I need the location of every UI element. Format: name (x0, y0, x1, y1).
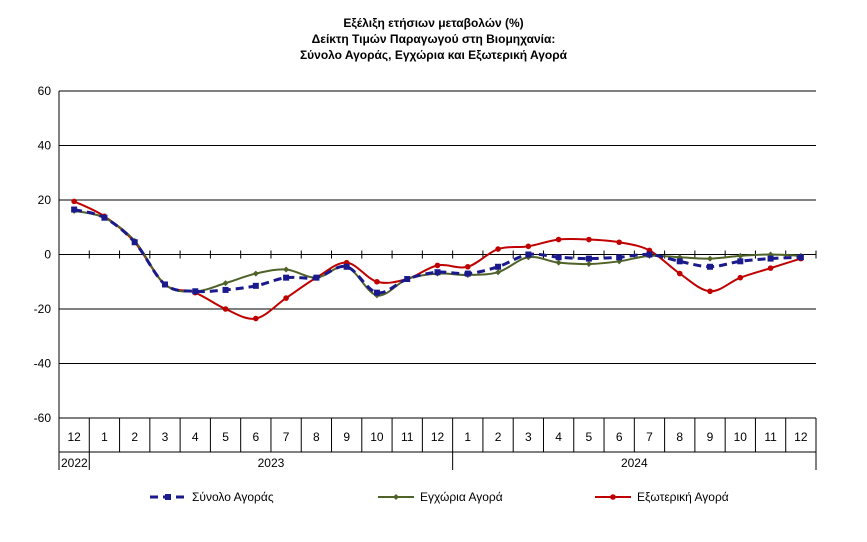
data-point-series-0 (646, 251, 653, 258)
data-point-series-0 (131, 239, 138, 246)
x-tick-label: 8 (313, 430, 320, 444)
data-point-series-1 (283, 266, 290, 273)
x-tick-label: 7 (646, 430, 653, 444)
data-point-series-2 (222, 306, 229, 312)
legend-label-0: Σύνολο Αγοράς (192, 490, 274, 504)
x-tick-label: 4 (555, 430, 562, 444)
y-tick-label: -60 (34, 411, 52, 425)
data-point-series-2 (555, 236, 562, 243)
data-point-series-0 (616, 254, 623, 261)
data-point-series-2 (71, 198, 77, 205)
x-tick-label: 3 (162, 430, 169, 444)
series-line-0 (73, 208, 801, 295)
legend-label-1: Εγχώρια Αγορά (420, 490, 503, 504)
chart-title-line-3: Σύνολο Αγοράς, Εγχώρια και Εξωτερική Αγο… (299, 48, 568, 62)
x-tick-label: 6 (252, 430, 259, 444)
data-point-series-0 (283, 274, 290, 281)
x-tick-label: 5 (222, 430, 229, 444)
data-point-series-0 (676, 258, 683, 265)
legend-marker-2 (610, 494, 616, 500)
x-tick-label: 2 (495, 430, 502, 444)
data-point-series-0 (797, 254, 804, 261)
x-tick-label: 9 (343, 430, 350, 444)
data-point-series-0 (161, 281, 168, 288)
data-point-series-2 (283, 295, 289, 301)
x-tick-label: 9 (707, 430, 714, 444)
data-point-series-1 (252, 270, 259, 277)
data-point-series-0 (71, 206, 78, 213)
data-point-series-1 (737, 252, 744, 259)
year-label-2024: 2024 (621, 456, 648, 470)
y-tick-label: -40 (34, 357, 52, 371)
x-tick-label: 3 (525, 430, 532, 444)
data-point-series-2 (767, 265, 774, 271)
x-tick-label: 11 (401, 430, 414, 444)
x-tick-label: 12 (794, 430, 808, 444)
legend-marker-0 (165, 494, 171, 500)
data-point-series-2 (464, 263, 471, 270)
data-point-series-2 (374, 278, 380, 285)
data-point-series-0 (313, 274, 320, 281)
data-point-series-2 (616, 239, 622, 246)
y-tick-label: 40 (38, 139, 52, 153)
x-tick-label: 4 (192, 430, 199, 444)
data-point-series-0 (525, 251, 532, 258)
x-tick-label: 11 (764, 430, 777, 444)
data-point-series-1 (707, 255, 714, 262)
x-tick-label: 8 (676, 430, 683, 444)
data-point-series-2 (525, 243, 532, 250)
data-point-series-0 (192, 288, 199, 295)
data-point-series-0 (252, 282, 259, 289)
x-tick-label: 12 (67, 430, 81, 444)
data-point-series-1 (585, 261, 592, 268)
data-point-series-0 (373, 289, 380, 296)
x-tick-label: 10 (370, 430, 384, 444)
x-tick-label: 1 (464, 430, 471, 444)
data-point-series-0 (767, 255, 774, 262)
y-tick-label: 60 (38, 84, 52, 98)
x-tick-label: 2 (131, 430, 138, 444)
data-point-series-0 (464, 270, 471, 277)
data-point-series-0 (343, 263, 350, 270)
x-tick-label: 10 (734, 430, 748, 444)
data-point-series-0 (101, 214, 108, 221)
data-point-series-2 (707, 288, 713, 295)
x-tick-label: 6 (616, 430, 623, 444)
data-point-series-2 (676, 270, 683, 277)
y-tick-label: 0 (44, 248, 51, 262)
data-point-series-0 (404, 276, 411, 283)
legend-marker-1 (393, 494, 399, 500)
y-tick-label: -20 (34, 302, 52, 316)
year-label-2022: 2022 (61, 456, 88, 470)
x-tick-label: 7 (283, 430, 290, 444)
data-point-series-0 (222, 286, 229, 293)
chart-title-line-1: Εξέλιξη ετήσιων μεταβολών (%) (343, 16, 524, 30)
data-point-series-0 (585, 255, 592, 262)
data-point-series-2 (253, 315, 259, 322)
data-point-series-2 (434, 262, 441, 269)
data-point-series-1 (495, 269, 502, 276)
x-tick-label: 12 (431, 430, 445, 444)
data-point-series-2 (495, 246, 501, 252)
data-point-series-0 (495, 263, 502, 270)
x-tick-label: 5 (586, 430, 593, 444)
data-point-series-0 (737, 258, 744, 265)
data-point-series-0 (555, 254, 562, 261)
data-point-series-0 (434, 269, 441, 276)
data-point-series-0 (707, 263, 714, 270)
data-point-series-1 (555, 259, 562, 266)
year-label-2023: 2023 (258, 456, 285, 470)
chart-title-line-2: Δείκτη Τιμών Παραγωγού στη Βιομηχανία: (311, 32, 556, 46)
data-point-series-2 (737, 274, 744, 281)
data-point-series-2 (586, 236, 592, 243)
y-tick-label: 20 (38, 193, 52, 207)
data-point-series-1 (222, 280, 229, 287)
x-tick-label: 1 (101, 430, 108, 444)
series-line-2 (73, 200, 802, 320)
legend-label-2: Εξωτερική Αγορά (637, 490, 729, 504)
